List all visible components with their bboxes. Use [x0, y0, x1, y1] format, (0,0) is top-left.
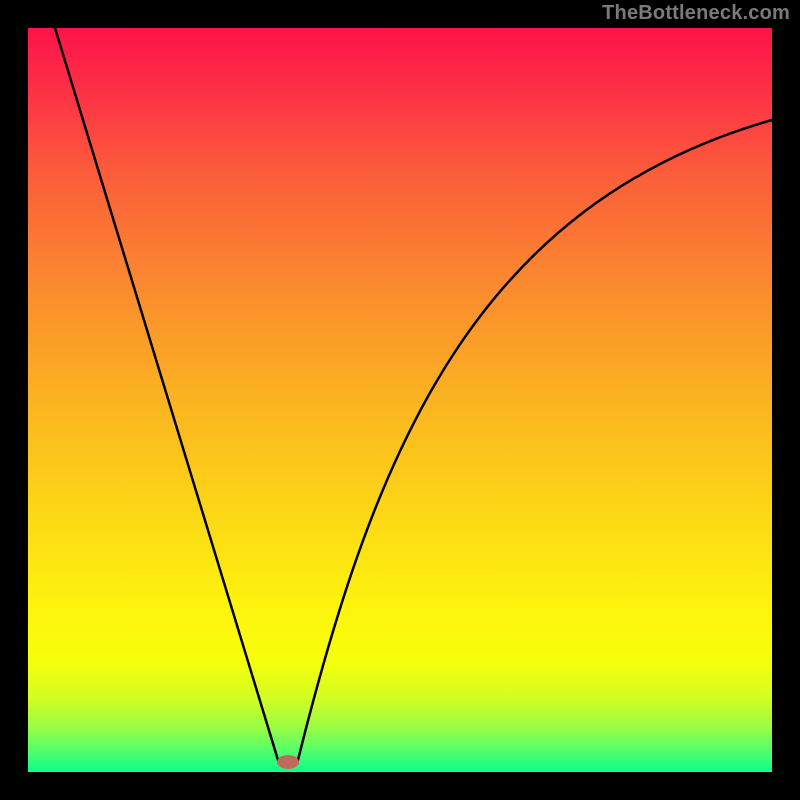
chart-gradient-background: [28, 28, 772, 772]
watermark: TheBottleneck.com: [602, 2, 790, 25]
bottleneck-chart: [0, 0, 800, 800]
chart-container: TheBottleneck.com: [0, 0, 800, 800]
optimum-marker: [277, 755, 299, 769]
